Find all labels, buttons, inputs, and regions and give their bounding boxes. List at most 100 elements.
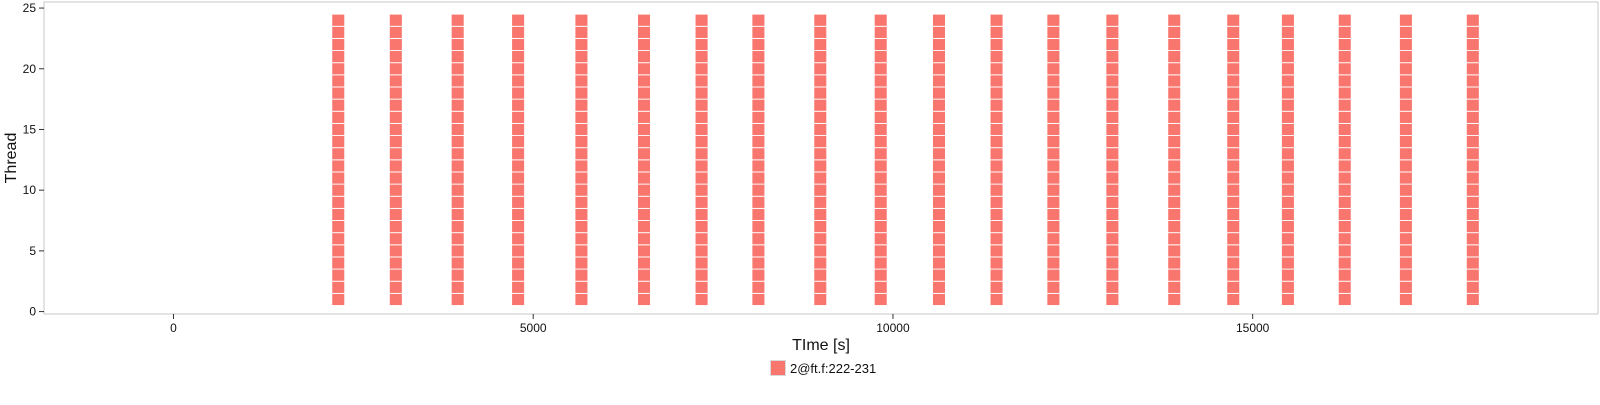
thread-burst-bar — [331, 37, 346, 52]
thread-burst-bar — [1465, 13, 1480, 27]
thread-burst-bar — [1465, 110, 1480, 124]
thread-burst-bar — [1465, 171, 1480, 185]
thread-burst-bar — [1226, 171, 1241, 185]
thread-burst-bar — [751, 98, 766, 112]
thread-burst-bar — [989, 195, 1004, 209]
thread-burst-bar — [450, 25, 465, 39]
thread-burst-bar — [694, 171, 709, 185]
thread-burst-bar — [1337, 37, 1352, 52]
thread-burst-bar — [751, 110, 766, 124]
thread-burst-bar — [450, 292, 465, 306]
thread-burst-bar — [331, 220, 346, 234]
thread-burst-bar — [932, 159, 946, 173]
thread-burst-bar — [932, 171, 946, 185]
thread-burst-bar — [1280, 62, 1295, 76]
thread-burst-bar — [751, 62, 766, 76]
thread-burst-bar — [989, 232, 1004, 246]
thread-burst-bar — [1167, 135, 1182, 149]
thread-burst-bar — [331, 244, 346, 258]
thread-burst-bar — [1337, 110, 1352, 124]
thread-burst-bar — [1105, 244, 1120, 258]
thread-burst-bar — [694, 122, 709, 136]
thread-burst-bar — [574, 135, 589, 149]
thread-burst-bar — [388, 207, 403, 221]
thread-burst-bar — [637, 62, 651, 76]
thread-burst-bar — [694, 110, 709, 124]
legend: 2@ft.f:222-231 — [770, 358, 876, 378]
thread-burst-bar — [1465, 159, 1480, 173]
thread-burst-bar — [1226, 25, 1241, 39]
thread-burst-bar — [637, 268, 651, 282]
thread-burst-bar — [511, 122, 526, 136]
thread-burst-bar — [1226, 135, 1241, 149]
thread-burst-bar — [1465, 292, 1480, 306]
thread-burst-bar — [574, 98, 589, 112]
thread-burst-bar — [450, 171, 465, 185]
thread-burst-bar — [1046, 220, 1061, 234]
y-axis-tick-label: 15 — [23, 122, 37, 136]
thread-burst-bar — [813, 122, 828, 136]
thread-burst-bar — [1337, 256, 1352, 270]
thread-burst-bar — [1465, 74, 1480, 88]
thread-burst-bar — [751, 195, 766, 209]
thread-burst-bar — [813, 50, 828, 64]
thread-burst-bar — [511, 86, 526, 100]
legend-label: 2@ft.f:222-231 — [790, 360, 877, 376]
thread-burst-bar — [813, 110, 828, 124]
thread-burst-bar — [450, 220, 465, 234]
thread-burst-bar — [1398, 25, 1413, 39]
thread-burst-bar — [637, 86, 651, 100]
thread-burst-bar — [813, 220, 828, 234]
thread-burst-bar — [1398, 280, 1413, 294]
thread-burst-bar — [989, 256, 1004, 270]
thread-burst-bar — [873, 244, 888, 258]
thread-burst-bar — [932, 135, 946, 149]
thread-burst-bar — [388, 135, 403, 149]
thread-burst-bar — [1337, 220, 1352, 234]
thread-burst-bar — [1398, 13, 1413, 27]
thread-burst-bar — [694, 62, 709, 76]
thread-burst-bar — [450, 244, 465, 258]
thread-burst-bar — [1105, 256, 1120, 270]
thread-burst-bar — [932, 147, 946, 161]
thread-burst-bar — [1280, 147, 1295, 161]
thread-burst-bar — [637, 256, 651, 270]
thread-burst-bar — [574, 147, 589, 161]
thread-burst-bar — [989, 86, 1004, 100]
thread-burst-bar — [932, 220, 946, 234]
thread-burst-bar — [1046, 171, 1061, 185]
thread-burst-bar — [1398, 244, 1413, 258]
thread-burst-bar — [1280, 86, 1295, 100]
thread-burst-bar — [1337, 25, 1352, 39]
thread-burst-bar — [1337, 13, 1352, 27]
thread-burst-bar — [1465, 232, 1480, 246]
thread-burst-bar — [751, 232, 766, 246]
thread-burst-bar — [813, 268, 828, 282]
thread-burst-bar — [1226, 183, 1241, 197]
thread-burst-bar — [511, 62, 526, 76]
thread-burst-bar — [1167, 256, 1182, 270]
thread-burst-bar — [331, 74, 346, 88]
thread-burst-bar — [694, 220, 709, 234]
thread-burst-bar — [331, 98, 346, 112]
thread-burst-bar — [450, 13, 465, 27]
thread-burst-bar — [1465, 98, 1480, 112]
thread-burst-bar — [694, 256, 709, 270]
thread-burst-bar — [1226, 110, 1241, 124]
thread-burst-bar — [1398, 135, 1413, 149]
thread-burst-bar — [1167, 232, 1182, 246]
thread-burst-bar — [1046, 110, 1061, 124]
thread-burst-bar — [1280, 74, 1295, 88]
thread-burst-bar — [751, 220, 766, 234]
thread-burst-bar — [1105, 292, 1120, 306]
y-axis-tick-label: 20 — [23, 62, 37, 76]
thread-burst-bar — [1046, 159, 1061, 173]
thread-burst-bar — [813, 159, 828, 173]
thread-burst-bar — [1280, 256, 1295, 270]
thread-burst-bar — [1465, 244, 1480, 258]
thread-burst-bar — [450, 207, 465, 221]
thread-burst-bar — [1465, 37, 1480, 52]
thread-burst-bar — [1337, 207, 1352, 221]
thread-burst-bar — [1280, 13, 1295, 27]
thread-burst-bar — [751, 171, 766, 185]
